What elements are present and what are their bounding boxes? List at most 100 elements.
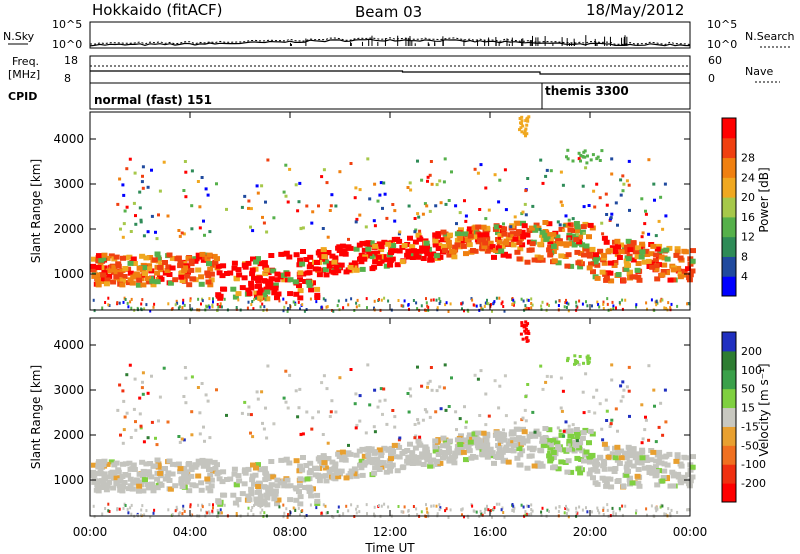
range-cell: [287, 277, 294, 283]
range-cell: [186, 488, 193, 494]
range-cell: [660, 269, 667, 274]
range-cell: [471, 225, 478, 231]
range-cell: [659, 478, 666, 484]
range-cell: [586, 510, 589, 514]
range-cell: [624, 298, 627, 302]
range-cell: [625, 462, 632, 468]
range-cell: [107, 296, 110, 300]
range-cell: [225, 413, 228, 417]
range-cell: [625, 179, 629, 183]
range-cell: [578, 355, 582, 358]
range-cell: [690, 248, 696, 254]
range-cell: [101, 306, 104, 310]
colorbar-frame: [721, 331, 737, 503]
x-tick-label: 08:00: [273, 525, 308, 539]
date-label: 18/May/2012: [586, 1, 684, 19]
range-cell: [559, 376, 563, 380]
range-cell: [500, 508, 503, 512]
range-cell: [200, 508, 202, 512]
range-cell: [198, 487, 205, 493]
range-cell: [198, 274, 205, 280]
range-cell: [134, 420, 137, 424]
range-cell: [212, 259, 219, 265]
range-cell: [600, 221, 604, 225]
range-cell: [164, 268, 171, 273]
range-cell: [152, 511, 155, 515]
range-cell: [231, 260, 238, 266]
range-cell: [621, 189, 625, 193]
range-cell: [411, 248, 417, 254]
range-cell: [184, 273, 191, 279]
range-cell: [664, 420, 668, 424]
range-cell: [113, 254, 120, 260]
range-cell: [326, 260, 333, 266]
range-cell: [278, 457, 285, 463]
range-cell: [169, 461, 176, 467]
range-cell: [212, 506, 214, 510]
range-cell: [373, 299, 376, 303]
range-cell: [588, 261, 594, 267]
range-cell: [249, 473, 256, 479]
range-cell: [320, 381, 324, 385]
range-cell: [415, 438, 422, 444]
range-cell: [369, 254, 376, 260]
range-cell: [493, 430, 500, 436]
range-cell: [653, 198, 656, 202]
range-cell: [486, 298, 488, 302]
range-cell: [373, 505, 376, 509]
range-cell: [659, 272, 666, 278]
range-cell: [188, 473, 195, 479]
range-cell: [126, 507, 129, 511]
range-cell: [130, 256, 137, 262]
range-cell: [447, 438, 453, 444]
range-cell: [592, 189, 596, 193]
range-cell: [297, 506, 300, 510]
range-cell: [537, 255, 544, 261]
range-cell: [155, 255, 162, 261]
range-cell: [530, 306, 533, 310]
range-cell: [478, 208, 482, 211]
range-cell: [440, 435, 447, 441]
range-cell: [628, 414, 631, 418]
range-cell: [130, 297, 133, 301]
range-cell: [388, 463, 394, 469]
range-cell: [297, 300, 300, 304]
range-cell: [524, 510, 527, 514]
range-cell: [396, 248, 403, 254]
range-cell: [407, 441, 413, 447]
range-cell: [299, 467, 306, 473]
range-cell: [440, 450, 447, 455]
range-cell: [634, 267, 641, 273]
range-cell: [271, 290, 278, 296]
range-cell: [501, 437, 508, 443]
range-cell: [546, 508, 549, 512]
range-cell: [663, 453, 670, 459]
range-cell: [406, 392, 410, 395]
range-cell: [640, 441, 644, 445]
range-cell: [527, 298, 530, 302]
range-cell: [247, 206, 250, 210]
range-cell: [141, 265, 148, 271]
range-cell: [546, 232, 553, 238]
range-cell: [297, 494, 304, 500]
range-cell: [614, 238, 621, 244]
range-cell: [182, 189, 186, 192]
range-cell: [426, 510, 429, 514]
range-cell: [198, 411, 202, 415]
range-cell: [611, 506, 614, 510]
range-cell: [502, 251, 508, 257]
range-cell: [612, 260, 619, 265]
range-cell: [186, 282, 193, 288]
range-cell: [299, 307, 301, 311]
range-cell: [368, 446, 375, 452]
range-cell: [458, 227, 464, 233]
range-cell: [435, 437, 442, 443]
range-cell: [585, 355, 589, 359]
range-cell: [677, 477, 684, 483]
range-cell: [257, 493, 264, 499]
range-cell: [212, 297, 214, 301]
range-cell: [390, 449, 397, 454]
range-cell: [407, 509, 410, 512]
range-cell: [522, 325, 526, 329]
range-cell: [614, 457, 621, 463]
